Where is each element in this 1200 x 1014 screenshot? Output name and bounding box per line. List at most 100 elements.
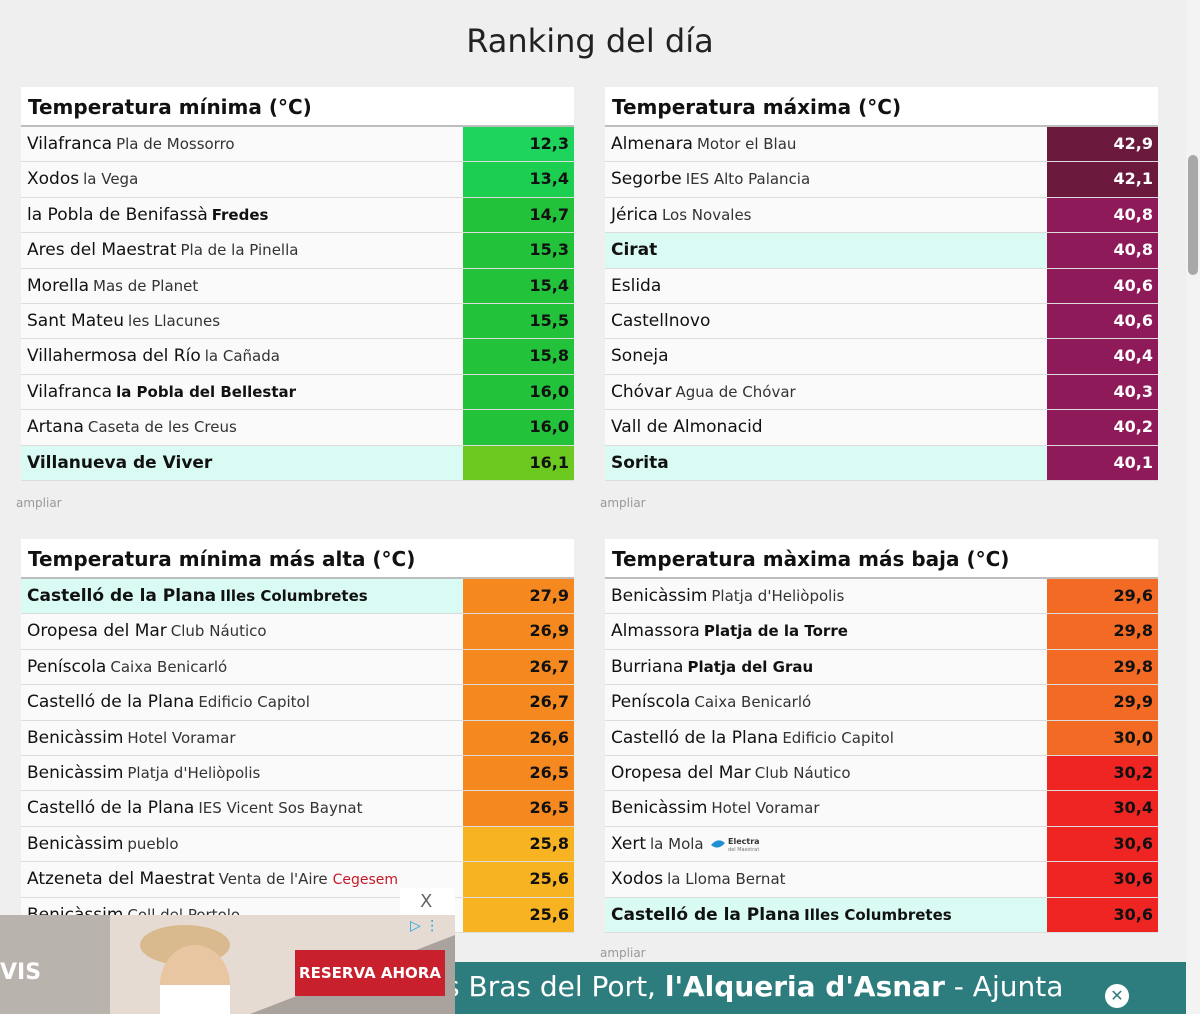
station-name: Venta de l'Aire xyxy=(218,870,328,889)
temperature-value: 16,1 xyxy=(463,445,574,480)
ranking-row[interactable]: Soneja 40,4 xyxy=(605,339,1158,375)
station-name: Caseta de les Creus xyxy=(87,418,237,437)
news-ticker[interactable]: s Bras del Port, l'Alqueria d'Asnar - Aj… xyxy=(455,962,1186,1014)
location-name: Vilafranca Pla de Mossorro xyxy=(21,127,463,161)
ranking-row[interactable]: Sorita 40,1 xyxy=(605,445,1158,481)
city-name: Morella xyxy=(27,275,90,296)
temperature-value: 26,7 xyxy=(463,685,574,720)
location-name: Vall de Almonacid xyxy=(605,410,1047,444)
ranking-row[interactable]: Cirat 40,8 xyxy=(605,233,1158,269)
ranking-row[interactable]: Atzeneta del Maestrat Venta de l'Aire Cege… xyxy=(21,862,574,898)
scrollbar-thumb[interactable] xyxy=(1188,155,1198,275)
station-name: Edificio Capitol xyxy=(198,693,310,712)
location-name: Castelló de la Plana Edificio Capitol xyxy=(21,685,463,719)
location-name: Atzeneta del Maestrat Venta de l'Aire Cege… xyxy=(21,862,463,896)
ad-close-button[interactable]: X xyxy=(420,891,433,912)
temperature-value: 40,1 xyxy=(1047,445,1158,480)
ranking-row[interactable]: Castelló de la Plana Illes Columbretes 27,… xyxy=(21,579,574,615)
city-name: Almassora xyxy=(611,621,700,642)
temperature-value: 42,9 xyxy=(1047,127,1158,162)
ranking-row[interactable]: Castelló de la Plana Edificio Capitol 30,0 xyxy=(605,720,1158,756)
station-name: Caixa Benicarló xyxy=(110,657,228,676)
ranking-row[interactable]: Vall de Almonacid 40,2 xyxy=(605,410,1158,446)
temperature-value: 26,7 xyxy=(463,649,574,685)
location-name: Segorbe IES Alto Palancia xyxy=(605,162,1047,196)
station-name: Illes Columbretes xyxy=(804,905,952,924)
ranking-row[interactable]: Peníscola Caixa Benicarló 26,7 xyxy=(21,649,574,686)
location-name: Peníscola Caixa Benicarló xyxy=(605,685,1047,719)
ranking-row[interactable]: Vilafranca Pla de Mossorro 12,3 xyxy=(21,127,574,163)
ranking-row[interactable]: Benicàssim pueblo 25,8 xyxy=(21,826,574,863)
ampliar-link-max[interactable]: ampliar xyxy=(600,496,646,510)
city-name: Ares del Maestrat xyxy=(27,240,177,261)
ampliar-link-min[interactable]: ampliar xyxy=(16,496,62,510)
reserva-ahora-button[interactable]: RESERVA AHORA xyxy=(295,950,445,996)
ampliar-link-lowest-max[interactable]: ampliar xyxy=(600,946,646,960)
ranking-row[interactable]: Oropesa del Mar Club Náutico 30,2 xyxy=(605,755,1158,792)
ranking-row[interactable]: Castelló de la Plana Illes Columbretes 30,… xyxy=(605,897,1158,933)
temperature-value: 29,6 xyxy=(1047,579,1158,614)
ranking-row[interactable]: Villanueva de Viver 16,1 xyxy=(21,445,574,481)
location-name: Xodos la Lloma Bernat xyxy=(605,862,1047,896)
location-name: Jérica Los Novales xyxy=(605,198,1047,232)
city-name: Peníscola xyxy=(27,656,107,677)
page-title: Ranking del día xyxy=(466,22,714,60)
ranking-row[interactable]: Eslida 40,6 xyxy=(605,268,1158,304)
sponsor-logo[interactable]: Cegesem xyxy=(332,872,399,889)
panel-title: Temperatura mínima más alta (°C) xyxy=(21,539,574,579)
temperature-value: 29,9 xyxy=(1047,685,1158,720)
ranking-row[interactable]: Jérica Los Novales 40,8 xyxy=(605,197,1158,234)
ranking-row[interactable]: Villahermosa del Río la Cañada 15,8 xyxy=(21,339,574,375)
location-name: Burriana Platja del Grau xyxy=(605,650,1047,684)
ranking-row[interactable]: Castelló de la Plana IES Vicent Sos Bayna… xyxy=(21,791,574,827)
temperature-value: 15,8 xyxy=(463,339,574,374)
location-name: Castelló de la Plana IES Vicent Sos Bayna… xyxy=(21,791,463,825)
temperature-value: 30,6 xyxy=(1047,826,1158,862)
ranking-row[interactable]: Peníscola Caixa Benicarló 29,9 xyxy=(605,685,1158,721)
ranking-row[interactable]: Xodos la Vega 13,4 xyxy=(21,162,574,198)
ranking-row[interactable]: Oropesa del Mar Club Náutico 26,9 xyxy=(21,614,574,650)
temperature-value: 30,6 xyxy=(1047,862,1158,897)
station-name: la Lloma Bernat xyxy=(667,870,786,889)
ranking-row[interactable]: Benicàssim Platja d'Heliòpolis 29,6 xyxy=(605,579,1158,615)
temperature-value: 26,9 xyxy=(463,614,574,649)
ranking-row[interactable]: Almenara Motor el Blau 42,9 xyxy=(605,127,1158,163)
city-name: Xodos xyxy=(27,169,80,190)
ranking-row[interactable]: Xodos la Lloma Bernat 30,6 xyxy=(605,862,1158,898)
city-name: Castelló de la Plana xyxy=(611,904,801,925)
ranking-row[interactable]: la Pobla de Benifassà Fredes 14,7 xyxy=(21,197,574,234)
ranking-row[interactable]: Artana Caseta de les Creus 16,0 xyxy=(21,410,574,446)
temperature-value: 15,3 xyxy=(463,233,574,268)
temperature-value: 30,4 xyxy=(1047,791,1158,826)
close-circle-icon[interactable]: ✕ xyxy=(1105,984,1129,1008)
ranking-row[interactable]: Castelló de la Plana Edificio Capitol 26,7 xyxy=(21,685,574,721)
city-name: Jérica xyxy=(611,204,658,225)
location-name: Castelló de la Plana Illes Columbretes xyxy=(605,898,1047,932)
ranking-row[interactable]: Segorbe IES Alto Palancia 42,1 xyxy=(605,162,1158,198)
temperature-value: 40,2 xyxy=(1047,410,1158,445)
location-name: Almassora Platja de la Torre xyxy=(605,614,1047,648)
ranking-row[interactable]: Chóvar Agua de Chóvar 40,3 xyxy=(605,374,1158,411)
station-name: la Mola xyxy=(650,834,704,853)
temperature-value: 30,6 xyxy=(1047,897,1158,932)
city-name: Xodos xyxy=(611,869,664,890)
city-name: Vilafranca xyxy=(27,381,113,402)
location-name: Morella Mas de Planet xyxy=(21,269,463,303)
ranking-row[interactable]: Morella Mas de Planet 15,4 xyxy=(21,268,574,304)
ranking-row[interactable]: Almassora Platja de la Torre 29,8 xyxy=(605,614,1158,650)
city-name: Eslida xyxy=(611,275,662,296)
adchoices-icon[interactable]: ▷ ⋮ xyxy=(410,918,440,934)
city-name: Chóvar xyxy=(611,381,672,402)
page-scrollbar[interactable] xyxy=(1186,0,1200,1014)
temperature-value: 40,6 xyxy=(1047,303,1158,339)
ranking-row[interactable]: Sant Mateu les Llacunes 15,5 xyxy=(21,303,574,340)
ranking-row[interactable]: Castellnovo 40,6 xyxy=(605,303,1158,340)
ranking-row[interactable]: Benicàssim Hotel Voramar 26,6 xyxy=(21,720,574,756)
ranking-row[interactable]: Vilafranca la Pobla del Bellestar 16,0 xyxy=(21,374,574,411)
ranking-row[interactable]: Benicàssim Platja d'Heliòpolis 26,5 xyxy=(21,755,574,792)
ranking-row[interactable]: Benicàssim Hotel Voramar 30,4 xyxy=(605,791,1158,827)
ranking-row[interactable]: Ares del Maestrat Pla de la Pinella 15,3 xyxy=(21,233,574,269)
ranking-row[interactable]: Xert la Mola Electra del Maestrat 30,6 xyxy=(605,826,1158,863)
ranking-row[interactable]: Burriana Platja del Grau 29,8 xyxy=(605,649,1158,686)
